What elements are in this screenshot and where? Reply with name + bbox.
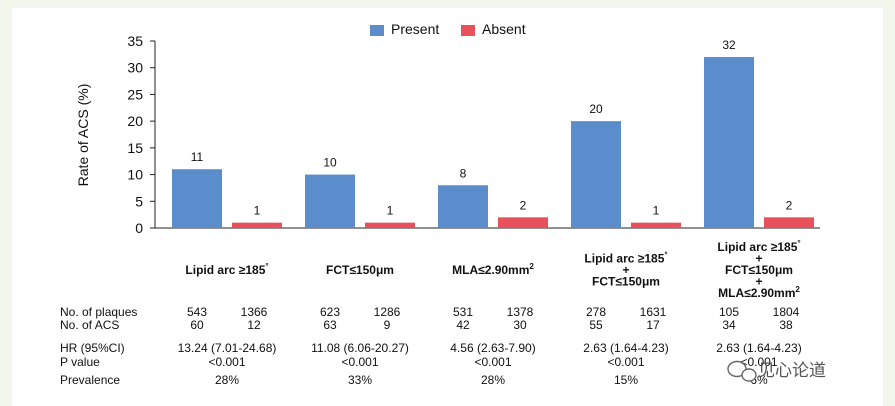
y-tick-label: 35 — [127, 33, 143, 49]
bar-present — [438, 185, 488, 228]
bar-value-label-absent: 1 — [387, 204, 394, 218]
wechat-bubble-small — [741, 368, 757, 382]
legend-label-absent: Absent — [482, 21, 526, 37]
bar-value-label-present: 10 — [323, 156, 337, 170]
table-cell-present: 63 — [323, 318, 337, 332]
category-label: Lipid arc ≥185° — [584, 251, 667, 266]
table-cell: 13.24 (7.01-24.68) — [178, 341, 277, 355]
y-tick-label: 0 — [135, 220, 143, 236]
category-label: FCT≤150μm — [592, 275, 660, 289]
bar-value-label-present: 8 — [460, 166, 467, 180]
category-label: MLA≤2.90mm2 — [452, 262, 534, 277]
bar-absent — [764, 217, 814, 228]
acs-rate-chart: 0 5 10 15 20 25 30 35 Rate of ACS (%) Present Abse… — [60, 21, 826, 387]
table-cell-present: 42 — [456, 318, 470, 332]
table-cell-absent: 17 — [646, 318, 660, 332]
table-row-label: P value — [60, 355, 100, 369]
bar-absent — [498, 217, 548, 228]
y-tick-label: 15 — [127, 140, 143, 156]
table-cell: <0.001 — [341, 355, 378, 369]
bar-present — [704, 57, 754, 229]
bar-value-label-present: 32 — [722, 38, 736, 52]
legend-swatch-absent — [461, 25, 475, 36]
category-label: MLA≤2.90mm2 — [718, 285, 800, 300]
table-cell: 33% — [348, 373, 372, 387]
table-cell: 11.08 (6.06-20.27) — [311, 341, 409, 355]
bar-absent — [232, 222, 282, 228]
table-cell: <0.001 — [208, 355, 245, 369]
category-label: FCT≤150μm — [326, 263, 394, 277]
bar-value-label-present: 20 — [589, 102, 603, 116]
table-row-label: Prevalence — [60, 373, 120, 387]
bar-value-label-present: 11 — [191, 150, 204, 164]
figure-panel: 0 5 10 15 20 25 30 35 Rate of ACS (%) Present Abse… — [12, 8, 883, 406]
bar-present — [172, 169, 222, 228]
table-cell-absent: 1804 — [773, 305, 800, 319]
y-tick-label: 20 — [127, 113, 143, 129]
bar-value-label-absent: 2 — [520, 198, 527, 212]
bar-value-label-absent: 1 — [254, 204, 261, 218]
table-row-label: HR (95%CI) — [60, 341, 125, 355]
table-cell-absent: 1366 — [241, 305, 268, 319]
watermark-text: 见心论道 — [758, 361, 826, 380]
category-label: + — [755, 275, 762, 289]
table-cell-absent: 1286 — [374, 305, 401, 319]
bar-present — [305, 174, 355, 228]
table-cell-absent: 12 — [247, 318, 261, 332]
table-cell-absent: 30 — [513, 318, 527, 332]
bar-absent — [631, 222, 681, 228]
table-cell-present: 623 — [320, 305, 340, 319]
category-label: + — [755, 252, 762, 266]
table-cell-absent: 1631 — [640, 305, 667, 319]
table-cell: 28% — [481, 373, 505, 387]
table-cell: 15% — [614, 373, 638, 387]
table-cell: 2.63 (1.64-4.23) — [583, 341, 668, 355]
y-tick-label: 10 — [127, 167, 143, 183]
table-cell-present: 543 — [187, 305, 207, 319]
bar-value-label-absent: 1 — [653, 204, 660, 218]
table-cell: <0.001 — [607, 355, 644, 369]
table-cell: <0.001 — [474, 355, 511, 369]
category-label: Lipid arc ≥185° — [185, 262, 268, 277]
bar-absent — [365, 222, 415, 228]
table-cell-absent: 9 — [384, 318, 391, 332]
table-cell-present: 531 — [453, 305, 473, 319]
table-cell-present: 60 — [190, 318, 204, 332]
bar-present — [571, 121, 621, 228]
table-cell-absent: 38 — [779, 318, 793, 332]
table-cell-present: 278 — [586, 305, 606, 319]
legend-label-present: Present — [391, 21, 439, 37]
category-label: + — [622, 263, 629, 277]
table-cell: 2.63 (1.64-4.23) — [716, 341, 801, 355]
table-cell: <0.001 — [740, 355, 777, 369]
table-row-label: No. of plaques — [60, 305, 137, 319]
table-row-label: No. of ACS — [60, 318, 119, 332]
y-axis-title: Rate of ACS (%) — [75, 84, 91, 187]
y-tick-label: 30 — [127, 60, 143, 76]
table-cell: 28% — [215, 373, 239, 387]
table-cell-absent: 1378 — [507, 305, 534, 319]
table-cell-present: 55 — [589, 318, 603, 332]
category-label: FCT≤150μm — [725, 263, 793, 277]
table-cell-present: 34 — [722, 318, 736, 332]
table-cell-present: 105 — [719, 305, 739, 319]
y-tick-label: 25 — [127, 86, 143, 102]
table-cell: 4.56 (2.63-7.90) — [450, 341, 535, 355]
category-label: Lipid arc ≥185° — [717, 239, 800, 254]
bar-value-label-absent: 2 — [786, 198, 793, 212]
legend-swatch-present — [370, 25, 384, 36]
y-tick-label: 5 — [135, 193, 143, 209]
wechat-icon — [727, 360, 757, 382]
